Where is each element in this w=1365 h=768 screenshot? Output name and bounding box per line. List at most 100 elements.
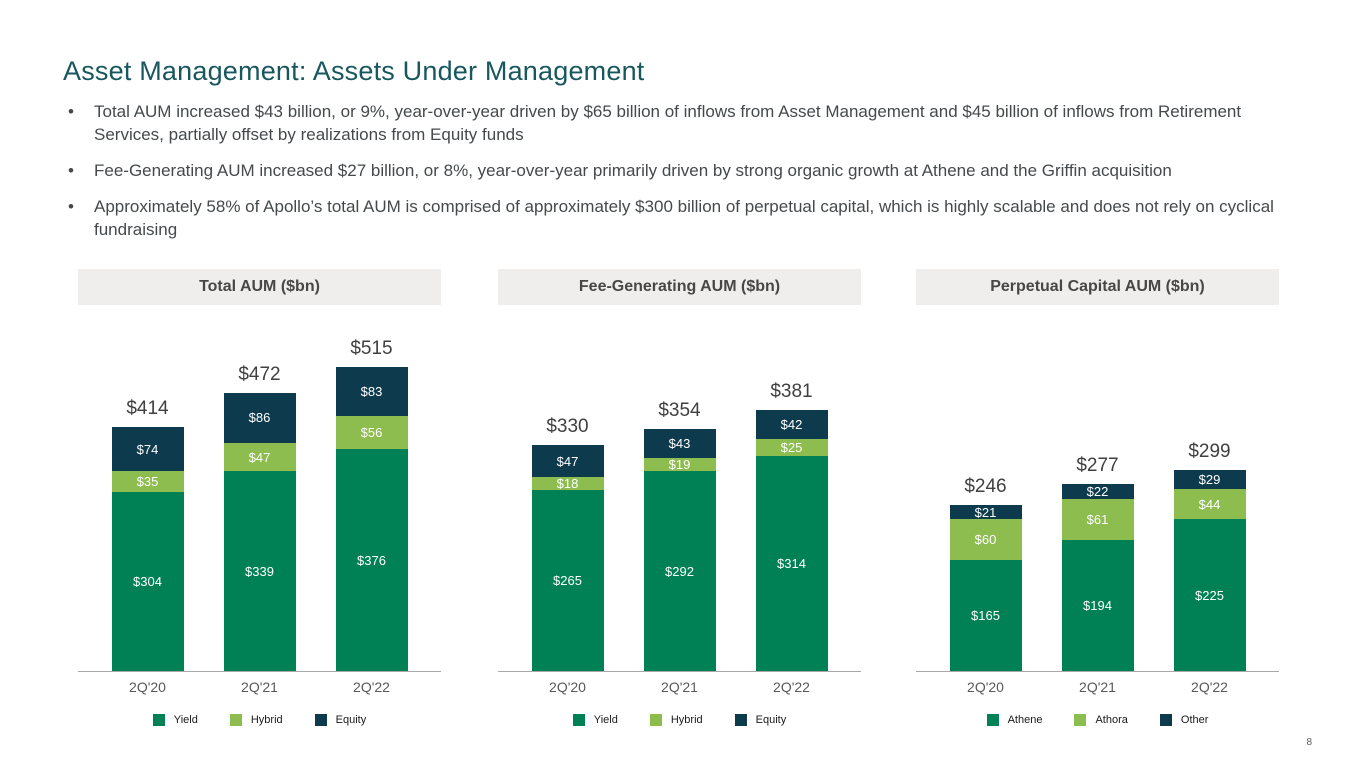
bar-segment-yield: $314 xyxy=(755,455,828,671)
bar-segment-equity: $86 xyxy=(223,392,296,444)
segment-value-label: $265 xyxy=(553,572,582,588)
legend-item-hybrid: Hybrid xyxy=(649,714,703,726)
x-axis-tick-label: 2Q'20 xyxy=(549,679,586,695)
x-axis-tick-label: 2Q'22 xyxy=(773,679,810,695)
segment-value-label: $165 xyxy=(971,607,1000,623)
legend-item-yield: Yield xyxy=(572,714,618,726)
legend-item-other: Other xyxy=(1159,714,1209,726)
plot-area: $414 $74 $35 $304 $472 $86 $47 $339 $515 $83 $56 $3… xyxy=(78,305,441,672)
legend-label: Other xyxy=(1180,714,1209,726)
bar-segment-athene: $194 xyxy=(1061,540,1134,671)
bar-total-label: $277 xyxy=(1076,454,1119,476)
legend-swatch-icon xyxy=(229,714,242,726)
x-axis-tick-label: 2Q'21 xyxy=(1079,679,1116,695)
legend-item-athora: Athora xyxy=(1074,714,1128,726)
bar-segment-other: $29 xyxy=(1173,469,1246,490)
chart-title: Perpetual Capital AUM ($bn) xyxy=(916,269,1279,305)
legend-label: Yield xyxy=(173,714,198,726)
legend-item-equity: Equity xyxy=(734,714,787,726)
stacked-bar-2Q21: $472 $86 $47 $339 xyxy=(223,363,296,671)
bar-stack: $22 $61 $194 xyxy=(1061,483,1134,671)
segment-value-label: $25 xyxy=(780,439,803,455)
legend-label: Equity xyxy=(755,714,787,726)
bar-segment-equity: $47 xyxy=(531,445,604,478)
bar-segment-equity: $42 xyxy=(755,410,828,439)
segment-value-label: $314 xyxy=(777,555,806,571)
bullet-marker: • xyxy=(68,160,74,180)
x-axis-tick-label: 2Q'21 xyxy=(661,679,698,695)
x-axis-tick-label: 2Q'20 xyxy=(129,679,166,695)
legend-swatch-icon xyxy=(734,714,747,726)
bullet-marker: • xyxy=(68,102,74,121)
legend-label: Hybrid xyxy=(250,714,283,726)
legend-item-yield: Yield xyxy=(152,714,198,726)
segment-value-label: $83 xyxy=(360,384,383,400)
x-axis-tick-label: 2Q'21 xyxy=(241,679,278,695)
segment-value-label: $60 xyxy=(974,531,997,547)
bullet-text: Fee-Generating AUM increased $27 billion… xyxy=(94,160,1172,180)
bar-segment-equity: $43 xyxy=(643,428,716,458)
bullet-marker: • xyxy=(68,196,74,216)
bar-total-label: $414 xyxy=(126,398,169,420)
bar-stack: $74 $35 $304 xyxy=(111,427,184,671)
segment-value-label: $61 xyxy=(1086,511,1109,527)
charts-row: Total AUM ($bn) $414 $74 $35 $304 $472 $86 $47 $… xyxy=(0,269,1365,739)
chart-legend: Athene Athora Other xyxy=(916,714,1279,726)
segment-value-label: $44 xyxy=(1198,496,1221,512)
stacked-bar-2Q20: $414 $74 $35 $304 xyxy=(111,398,184,671)
segment-value-label: $304 xyxy=(133,573,162,589)
legend-swatch-icon xyxy=(649,714,662,726)
bar-segment-hybrid: $56 xyxy=(335,416,408,450)
bar-segment-other: $22 xyxy=(1061,483,1134,499)
bar-total-label: $515 xyxy=(350,338,393,360)
x-axis-tick-label: 2Q'22 xyxy=(353,679,390,695)
bar-total-label: $299 xyxy=(1188,440,1231,462)
segment-value-label: $18 xyxy=(556,475,579,491)
bullet-text: Approximately 58% of Apollo’s total AUM … xyxy=(94,196,1274,239)
segment-value-label: $292 xyxy=(665,563,694,579)
bar-segment-athene: $165 xyxy=(949,559,1022,671)
bar-stack: $86 $47 $339 xyxy=(223,392,296,671)
bar-segment-athora: $61 xyxy=(1061,498,1134,540)
legend-label: Equity xyxy=(335,714,367,726)
segment-value-label: $35 xyxy=(136,473,159,489)
bar-segment-hybrid: $35 xyxy=(111,471,184,492)
segment-value-label: $376 xyxy=(357,552,386,568)
stacked-bar-2Q21: $354 $43 $19 $292 xyxy=(643,400,716,671)
segment-value-label: $22 xyxy=(1086,483,1109,499)
legend-swatch-icon xyxy=(986,714,999,726)
segment-value-label: $19 xyxy=(668,457,691,472)
stacked-bar-2Q22: $381 $42 $25 $314 xyxy=(755,381,828,671)
segment-value-label: $43 xyxy=(668,435,691,451)
segment-value-label: $225 xyxy=(1195,587,1224,603)
bullet-item: • Approximately 58% of Apollo’s total AU… xyxy=(68,196,1313,242)
segment-value-label: $21 xyxy=(974,504,997,520)
bar-total-label: $381 xyxy=(770,381,813,403)
legend-label: Hybrid xyxy=(670,714,703,726)
bar-stack: $42 $25 $314 xyxy=(755,410,828,671)
legend-label: Athora xyxy=(1095,714,1128,726)
bar-total-label: $472 xyxy=(238,363,281,385)
bar-segment-equity: $74 xyxy=(111,427,184,472)
segment-value-label: $47 xyxy=(248,449,271,465)
stacked-bar-2Q22: $299 $29 $44 $225 xyxy=(1173,440,1246,671)
legend-swatch-icon xyxy=(572,714,585,726)
bar-segment-yield: $292 xyxy=(643,471,716,671)
legend-label: Athene xyxy=(1007,714,1043,726)
x-axis-labels: 2Q'20 2Q'21 2Q'22 xyxy=(78,679,441,695)
segment-value-label: $29 xyxy=(1198,472,1221,488)
bar-segment-hybrid: $19 xyxy=(643,457,716,472)
bar-segment-yield: $339 xyxy=(223,471,296,671)
legend-swatch-icon xyxy=(1159,714,1172,726)
segment-value-label: $339 xyxy=(245,563,274,579)
page-number: 8 xyxy=(1306,737,1312,748)
bar-total-label: $246 xyxy=(964,475,1007,497)
bar-segment-equity: $83 xyxy=(335,367,408,417)
stacked-bar-2Q22: $515 $83 $56 $376 xyxy=(335,338,408,671)
legend-item-hybrid: Hybrid xyxy=(229,714,283,726)
segment-value-label: $194 xyxy=(1083,598,1112,613)
x-axis-tick-label: 2Q'20 xyxy=(967,679,1004,695)
stacked-bar-2Q21: $277 $22 $61 $194 xyxy=(1061,454,1134,671)
chart-legend: Yield Hybrid Equity xyxy=(498,714,861,726)
